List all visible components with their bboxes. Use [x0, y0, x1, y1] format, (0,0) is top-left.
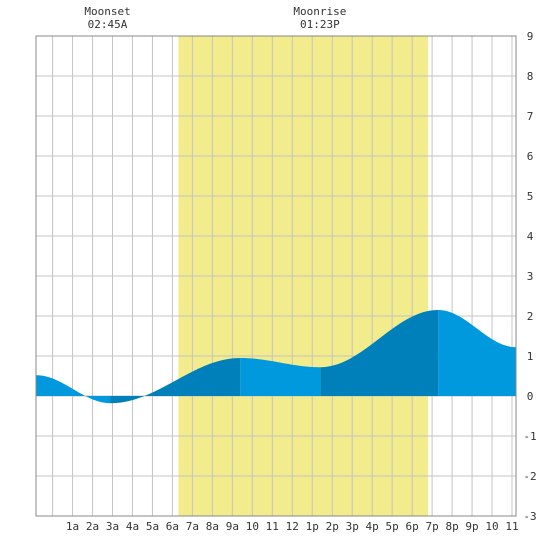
tide-area [36, 310, 516, 404]
tide-segment [36, 375, 111, 404]
y-tick-label: 2 [527, 310, 534, 323]
x-tick-label: 5a [146, 520, 159, 533]
x-tick-label: 3a [106, 520, 119, 533]
x-tick-label: 9p [465, 520, 478, 533]
x-tick-label: 7a [186, 520, 199, 533]
tide-segment [320, 310, 439, 396]
x-tick-label: 4p [366, 520, 379, 533]
y-tick-label: -3 [523, 510, 536, 523]
x-tick-label: 6p [406, 520, 419, 533]
tide-segment [240, 358, 321, 396]
moon-event-label: Moonset [84, 5, 130, 18]
x-axis-ticks: 1a 2a 3a 4a 5a 6a 7a 8a 9a 10 11 12 1p 2p 3p 4p 5p 6p 7p 8p… [66, 520, 519, 533]
x-tick-label: 9a [226, 520, 239, 533]
y-tick-label: 4 [527, 230, 534, 243]
x-tick-label: 12 [286, 520, 299, 533]
moon-event-time: 02:45A [88, 18, 128, 31]
x-tick-label: 4a [126, 520, 139, 533]
y-tick-label: 0 [527, 390, 534, 403]
x-tick-label: 3p [346, 520, 359, 533]
grid-lines [36, 35, 516, 517]
y-tick-label: -2 [523, 470, 536, 483]
tide-segment [438, 310, 516, 396]
y-axis-ticks: 9 8 7 6 5 4 3 2 1 0 -1 -2 -3 [523, 30, 536, 523]
x-tick-label: 2p [326, 520, 339, 533]
y-tick-label: 7 [527, 110, 534, 123]
y-tick-label: 3 [527, 270, 534, 283]
y-tick-label: -1 [523, 430, 536, 443]
x-tick-label: 10 [246, 520, 259, 533]
y-tick-label: 9 [527, 30, 534, 43]
y-tick-label: 1 [527, 350, 534, 363]
x-tick-label: 8p [445, 520, 458, 533]
tide-segment [110, 358, 241, 404]
x-tick-label: 2a [86, 520, 99, 533]
x-tick-label: 5p [386, 520, 399, 533]
y-tick-label: 8 [527, 70, 534, 83]
plot-border [35, 35, 517, 517]
x-tick-label: 6a [166, 520, 179, 533]
moon-event-time: 01:23P [300, 18, 340, 31]
x-tick-label: 1a [66, 520, 79, 533]
moon-event-label: Moonrise [293, 5, 346, 18]
x-tick-label: 8a [206, 520, 219, 533]
x-tick-label: 11 [505, 520, 518, 533]
x-tick-label: 10 [485, 520, 498, 533]
y-tick-label: 6 [527, 150, 534, 163]
x-tick-label: 11 [266, 520, 279, 533]
y-tick-label: 5 [527, 190, 534, 203]
x-tick-label: 7p [425, 520, 438, 533]
x-tick-label: 1p [306, 520, 319, 533]
